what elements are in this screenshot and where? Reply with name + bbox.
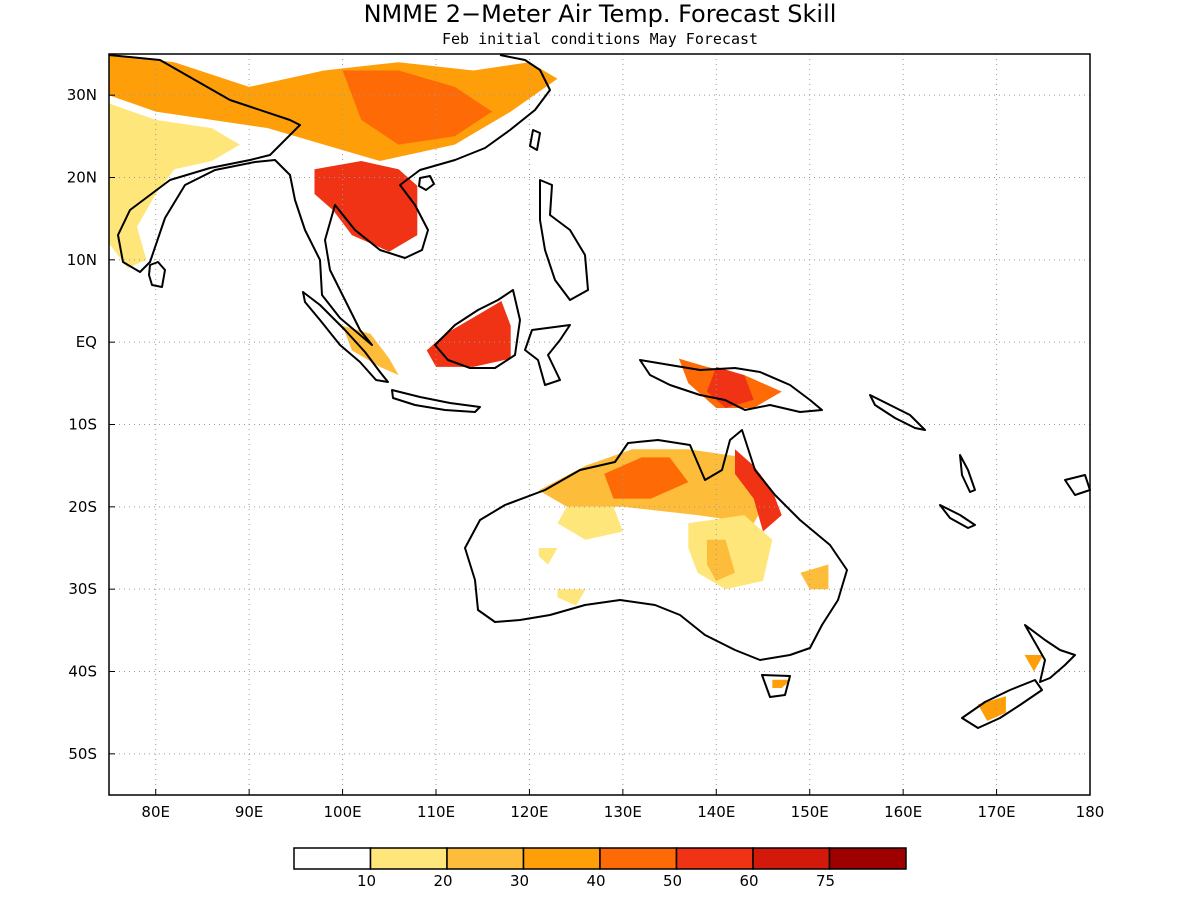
nz-south-island-coastline <box>961 679 1043 729</box>
skill-region <box>314 161 418 252</box>
lon-tick-label: 140E <box>697 803 735 821</box>
plot-area: 80E 90E 100E 110E 120E 130E 140E 150E 160E 170E 18… <box>67 53 1105 821</box>
skill-region <box>706 539 735 581</box>
new-caledonia-coastline <box>939 504 976 529</box>
skill-region <box>538 548 558 565</box>
taiwan-coastline <box>529 129 541 151</box>
new-guinea-coastline <box>639 359 823 413</box>
skill-region <box>557 589 586 606</box>
lat-tick-label: 30N <box>67 86 97 104</box>
lat-tick-label: 10N <box>67 251 97 269</box>
java-coastline <box>391 389 481 413</box>
lon-tick-label: 170E <box>978 803 1016 821</box>
skill-region <box>604 457 689 499</box>
lon-tick-label: 100E <box>324 803 362 821</box>
lon-tick-label: 120E <box>510 803 548 821</box>
colorbar-label: 10 <box>357 872 376 890</box>
vanuatu-coastline <box>959 454 976 493</box>
australia-coastline <box>464 429 848 661</box>
sumatra-coastline <box>302 291 389 383</box>
skill-region <box>800 564 829 590</box>
colorbar-swatch <box>828 847 907 870</box>
coastlines <box>108 54 1091 729</box>
colorbar-swatch <box>293 847 372 870</box>
skill-region <box>342 325 399 376</box>
colorbar-swatch <box>446 847 525 870</box>
map-subtitle: Feb initial conditions May Forecast <box>442 30 758 48</box>
colorbar-label: 75 <box>816 872 835 890</box>
skill-region <box>557 506 623 540</box>
lon-tick-label: 130E <box>604 803 642 821</box>
lon-tick-label: 180 <box>1076 803 1105 821</box>
lon-tick-label: 160E <box>884 803 922 821</box>
axis-tick-labels: 80E 90E 100E 110E 120E 130E 140E 150E 160E 170E 18… <box>67 86 1105 821</box>
lon-tick-label: 150E <box>791 803 829 821</box>
colorbar-swatch <box>369 847 448 870</box>
lat-tick-label: EQ <box>76 333 97 351</box>
asia-coastline <box>108 54 551 346</box>
skill-region <box>426 301 511 367</box>
lon-tick-label: 80E <box>141 803 170 821</box>
solomon-islands-coastline <box>869 394 926 431</box>
lat-tick-label: 20N <box>67 169 97 187</box>
colorbar-swatch <box>599 847 678 870</box>
colorbar-swatch <box>752 847 831 870</box>
philippines-coastline <box>539 179 589 301</box>
colorbar-label: 60 <box>739 872 758 890</box>
nz-north-island-coastline <box>1024 624 1076 683</box>
skill-region <box>109 103 240 269</box>
tasmania-coastline <box>761 674 791 698</box>
lon-tick-label: 110E <box>417 803 455 821</box>
skill-region <box>688 515 773 590</box>
lat-tick-label: 10S <box>68 416 97 434</box>
hainan-coastline <box>418 175 435 191</box>
skill-region <box>342 70 493 145</box>
sulawesi-coastline <box>524 324 571 386</box>
colorbar-label: 30 <box>510 872 529 890</box>
borneo-coastline <box>434 289 521 369</box>
skill-region <box>772 679 791 688</box>
map-title: NMME 2−Meter Air Temp. Forecast Skill <box>364 0 837 28</box>
skill-region <box>1024 655 1044 672</box>
colorbar: 10 20 30 40 50 60 75 <box>293 847 907 890</box>
colorbar-label: 20 <box>433 872 452 890</box>
lat-tick-label: 30S <box>68 580 97 598</box>
lat-tick-label: 20S <box>68 498 97 516</box>
colorbar-label: 50 <box>663 872 682 890</box>
lat-tick-label: 50S <box>68 745 97 763</box>
lat-tick-label: 40S <box>68 663 97 681</box>
skill-region <box>735 449 782 532</box>
colorbar-swatch <box>522 847 601 870</box>
sri-lanka-coastline <box>148 261 166 288</box>
colorbar-swatch <box>675 847 754 870</box>
gridlines <box>109 54 1090 795</box>
lon-tick-label: 90E <box>235 803 264 821</box>
colorbar-label: 40 <box>586 872 605 890</box>
